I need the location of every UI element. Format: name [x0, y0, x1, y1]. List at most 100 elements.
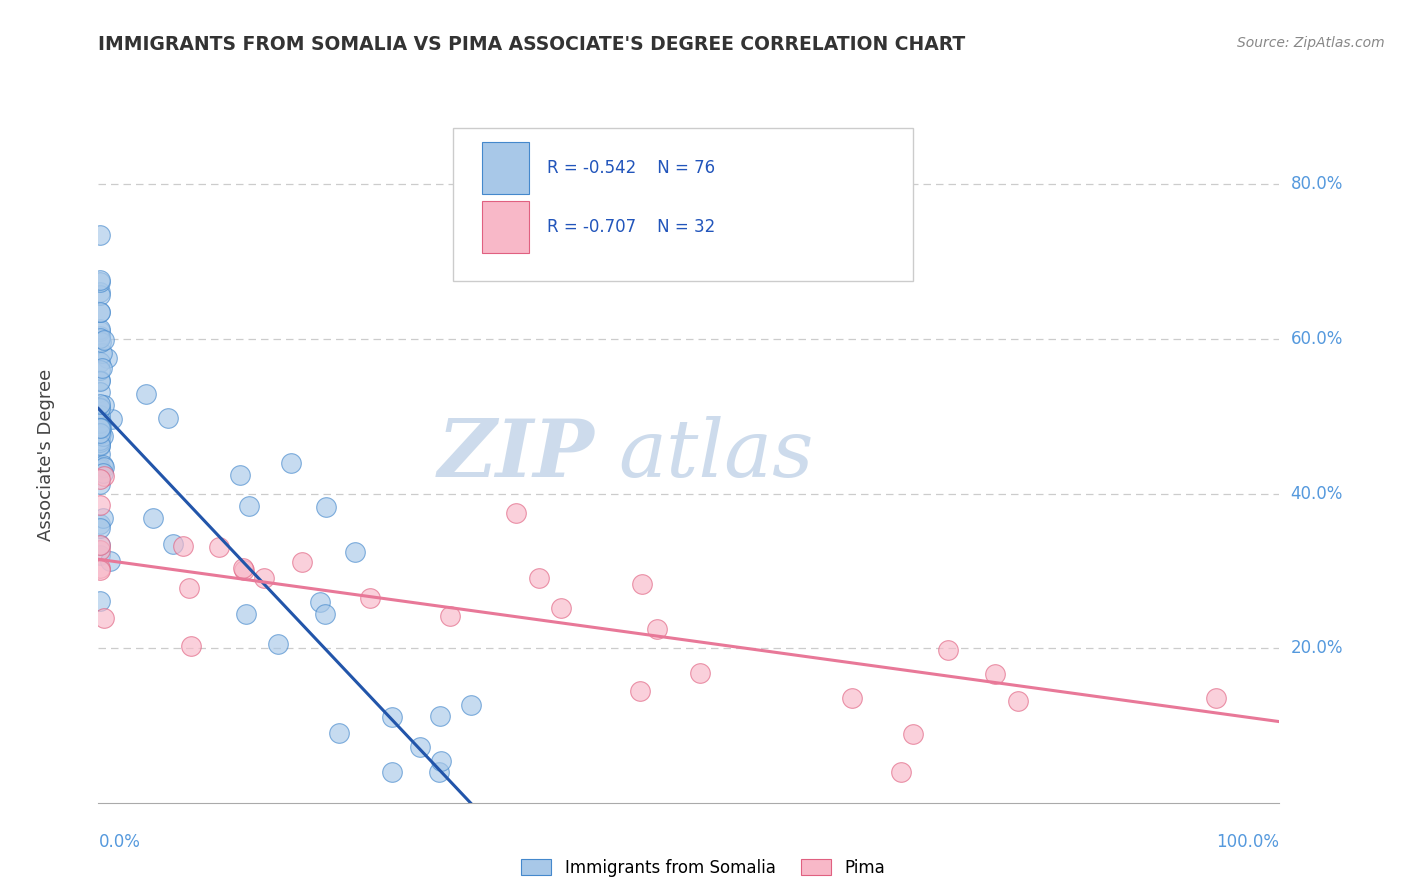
- FancyBboxPatch shape: [453, 128, 914, 281]
- Point: [89, 287, 111, 301]
- Point: [101, 412, 124, 426]
- Point: [89, 304, 111, 318]
- Point: [290, 555, 312, 569]
- Text: 60.0%: 60.0%: [1291, 330, 1343, 348]
- Point: [89, 416, 111, 430]
- Point: [98, 554, 121, 568]
- Point: [91, 458, 114, 473]
- Point: [89, 521, 111, 535]
- Point: [381, 710, 404, 724]
- Point: [89, 472, 111, 486]
- Text: R = -0.707    N = 32: R = -0.707 N = 32: [547, 218, 716, 236]
- Point: [93, 398, 115, 412]
- Text: Source: ZipAtlas.com: Source: ZipAtlas.com: [1237, 36, 1385, 50]
- Point: [91, 466, 114, 480]
- Point: [89, 401, 111, 415]
- Point: [89, 409, 111, 423]
- Point: [89, 401, 111, 415]
- Point: [89, 384, 111, 399]
- Point: [89, 374, 111, 388]
- Point: [429, 709, 451, 723]
- Text: atlas: atlas: [619, 417, 814, 493]
- Point: [689, 666, 711, 681]
- Point: [89, 439, 111, 453]
- Point: [89, 462, 111, 476]
- Point: [267, 637, 290, 651]
- Point: [89, 422, 111, 436]
- Point: [142, 511, 165, 525]
- Point: [90, 426, 112, 441]
- Point: [344, 545, 367, 559]
- Point: [89, 273, 111, 287]
- Point: [229, 468, 252, 483]
- Point: [235, 607, 257, 621]
- Point: [89, 324, 111, 338]
- Point: [628, 683, 651, 698]
- Point: [1007, 693, 1029, 707]
- Point: [93, 459, 115, 474]
- Point: [96, 351, 118, 365]
- Point: [89, 305, 111, 319]
- Point: [280, 456, 302, 470]
- Point: [409, 740, 432, 755]
- Point: [90, 361, 112, 376]
- Point: [90, 415, 112, 429]
- Point: [936, 643, 959, 657]
- Point: [645, 622, 668, 636]
- Point: [89, 275, 111, 289]
- Point: [156, 411, 179, 425]
- Text: Associate's Degree: Associate's Degree: [37, 368, 55, 541]
- Point: [631, 576, 654, 591]
- Point: [984, 667, 1007, 681]
- Point: [89, 285, 111, 299]
- Text: 100.0%: 100.0%: [1216, 833, 1279, 851]
- Point: [233, 563, 256, 577]
- Point: [89, 321, 111, 335]
- Point: [89, 548, 111, 562]
- Point: [89, 363, 111, 377]
- Point: [91, 429, 114, 443]
- Point: [89, 538, 111, 552]
- Point: [505, 506, 527, 520]
- Point: [89, 433, 111, 447]
- Point: [208, 540, 231, 554]
- Point: [89, 560, 111, 574]
- Point: [91, 510, 114, 524]
- Point: [232, 561, 254, 575]
- Point: [89, 435, 111, 450]
- Point: [89, 421, 111, 435]
- Text: ZIP: ZIP: [437, 417, 595, 493]
- Point: [315, 500, 337, 515]
- Point: [89, 543, 111, 558]
- Text: R = -0.542    N = 76: R = -0.542 N = 76: [547, 159, 716, 177]
- Point: [308, 595, 330, 609]
- Point: [89, 538, 111, 552]
- Point: [180, 639, 202, 653]
- Point: [179, 581, 201, 595]
- Point: [89, 447, 111, 461]
- Text: 80.0%: 80.0%: [1291, 176, 1343, 194]
- Text: 0.0%: 0.0%: [98, 833, 141, 851]
- Point: [550, 601, 572, 615]
- Point: [89, 329, 111, 343]
- Point: [429, 764, 451, 779]
- Point: [1205, 690, 1227, 705]
- Point: [135, 387, 157, 401]
- Point: [429, 754, 451, 768]
- FancyBboxPatch shape: [482, 201, 530, 253]
- Point: [89, 330, 111, 344]
- Point: [903, 727, 925, 741]
- Point: [89, 460, 111, 475]
- Point: [238, 499, 260, 513]
- Point: [89, 563, 111, 577]
- Point: [90, 421, 112, 435]
- Point: [89, 373, 111, 387]
- Point: [314, 607, 336, 622]
- Point: [162, 537, 184, 551]
- Point: [93, 469, 115, 483]
- Point: [89, 227, 111, 242]
- Point: [89, 517, 111, 532]
- Point: [89, 593, 111, 607]
- Point: [359, 591, 381, 606]
- Point: [89, 397, 111, 411]
